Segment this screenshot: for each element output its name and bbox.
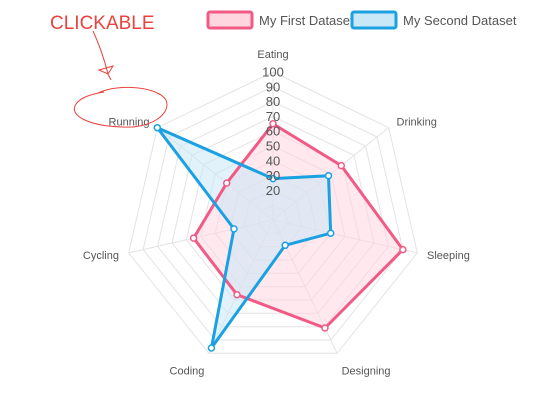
legend: My First Dataset My Second Dataset: [206, 10, 517, 30]
tick-label: 40: [266, 153, 280, 168]
point-label: Cycling: [83, 250, 119, 262]
clickable-annotation: CLICKABLE: [50, 13, 168, 128]
legend-swatch-first: [206, 10, 254, 30]
point-label: Coding: [170, 365, 205, 377]
data-point[interactable]: [337, 161, 346, 170]
grid-ring: [142, 86, 404, 341]
data-point[interactable]: [207, 344, 216, 352]
point-labels: Eating Drinking Sleeping Designing Coding Cyc…: [83, 49, 470, 377]
legend-swatch-second: [350, 10, 398, 30]
point-label: Designing: [342, 365, 391, 377]
tick-label: 100: [262, 65, 284, 80]
tick-label: 50: [266, 139, 280, 154]
data-point[interactable]: [399, 245, 407, 254]
annotation-text: CLICKABLE: [50, 13, 155, 34]
tick-label: 20: [266, 183, 280, 198]
data-point[interactable]: [324, 171, 333, 180]
legend-label-second: My Second Dataset: [403, 13, 517, 28]
point-label: Running: [109, 117, 150, 129]
data-point[interactable]: [189, 234, 198, 242]
point-label: Drinking: [397, 117, 437, 129]
point-label: Eating: [257, 49, 288, 61]
data-point[interactable]: [230, 225, 238, 233]
series-line: [155, 126, 333, 350]
data-point[interactable]: [269, 120, 277, 128]
legend-item-first[interactable]: My First Dataset: [206, 10, 354, 30]
radar-series: [153, 120, 407, 352]
tick-label: 60: [266, 124, 280, 139]
annotation-arrow: [92, 30, 115, 81]
annotation-circle: [73, 86, 168, 128]
data-point[interactable]: [326, 229, 335, 237]
point-label: Sleeping: [427, 250, 470, 262]
tick-label: 70: [266, 109, 280, 124]
grid-ring: [157, 101, 389, 328]
tick-label: 30: [266, 168, 280, 183]
legend-label-first: My First Dataset: [259, 13, 354, 28]
data-point[interactable]: [321, 324, 329, 332]
grid-ring: [128, 71, 418, 354]
data-point[interactable]: [233, 290, 241, 299]
data-point[interactable]: [153, 123, 162, 132]
series-line: [192, 122, 405, 330]
data-point[interactable]: [222, 179, 231, 187]
tick-label: 80: [266, 94, 280, 109]
data-point[interactable]: [281, 241, 289, 250]
tick-label: 90: [266, 79, 280, 94]
data-point[interactable]: [269, 174, 277, 183]
legend-item-second[interactable]: My Second Dataset: [350, 10, 517, 30]
